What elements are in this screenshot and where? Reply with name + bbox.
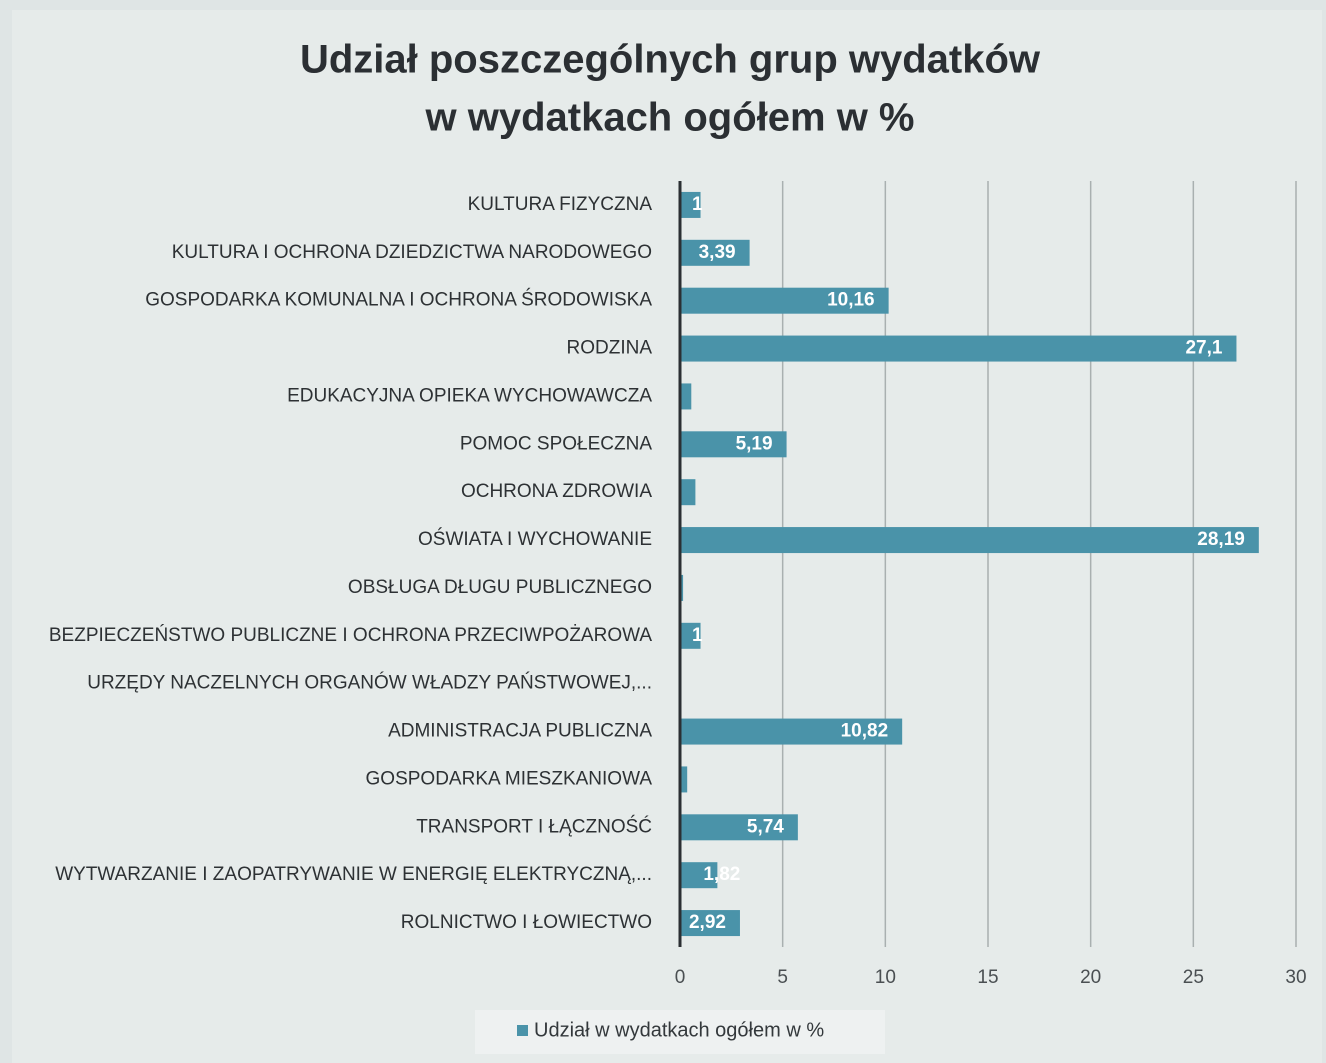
bar xyxy=(680,239,750,266)
bar xyxy=(680,766,688,793)
y-tick-label: ADMINISTRACJA PUBLICZNA xyxy=(388,721,652,742)
x-tick-label: 5 xyxy=(777,967,788,988)
bar xyxy=(680,287,889,314)
bar xyxy=(680,383,692,410)
y-tick-label: OŚWIATA I WYCHOWANIE xyxy=(418,528,652,550)
x-tick-label: 25 xyxy=(1183,967,1204,988)
legend-label: Udział w wydatkach ogółem w % xyxy=(534,1019,824,1041)
chart-title: Udział poszczególnych grup wydatków xyxy=(300,38,1041,82)
y-tick-label: TRANSPORT I ŁĄCZNOŚĆ xyxy=(416,815,652,837)
y-tick-label: ROLNICTWO I ŁOWIECTWO xyxy=(401,912,652,933)
y-tick-label: KULTURA FIZYCZNA xyxy=(468,194,653,215)
data-label: 1 xyxy=(692,194,703,215)
y-tick-label: KULTURA I OCHRONA DZIEDZICTWA NARODOWEGO xyxy=(172,242,652,263)
y-tick-label: POMOC SPOŁECZNA xyxy=(460,433,652,454)
legend-box xyxy=(475,1010,885,1054)
bar xyxy=(680,335,1237,362)
y-tick-label: RODZINA xyxy=(567,338,653,359)
data-label: 5,74 xyxy=(747,816,784,837)
y-tick-label: BEZPIECZEŃSTWO PUBLICZNE I OCHRONA PRZEC… xyxy=(49,625,652,646)
bar xyxy=(680,574,684,601)
x-tick-label: 15 xyxy=(977,967,998,988)
y-tick-label: OBSŁUGA DŁUGU PUBLICZNEGO xyxy=(348,577,652,598)
bar xyxy=(680,527,1259,554)
data-label: 1 xyxy=(692,625,703,646)
data-label: 28,19 xyxy=(1197,529,1245,550)
bar xyxy=(680,191,701,218)
bar xyxy=(680,622,701,649)
bar xyxy=(680,814,798,841)
bar xyxy=(680,910,740,937)
y-tick-label: OCHRONA ZDROWIA xyxy=(461,481,652,502)
data-label: 10,16 xyxy=(827,290,875,311)
data-label: 10,82 xyxy=(841,721,889,742)
bar xyxy=(680,479,696,506)
bar xyxy=(680,718,903,745)
y-tick-label: GOSPODARKA MIESZKANIOWA xyxy=(366,768,653,789)
data-label: 5,19 xyxy=(736,433,773,454)
y-tick-label: GOSPODARKA KOMUNALNA I OCHRONA ŚRODOWISK… xyxy=(145,289,652,311)
data-label: 3,39 xyxy=(699,242,736,263)
x-tick-label: 10 xyxy=(875,967,896,988)
data-label: 27,1 xyxy=(1185,338,1222,359)
y-tick-label: WYTWARZANIE I ZAOPATRYWANIE W ENERGIĘ EL… xyxy=(55,864,652,885)
data-label: 2,92 xyxy=(689,912,726,933)
y-tick-label: URZĘDY NACZELNYCH ORGANÓW WŁADZY PAŃSTWO… xyxy=(87,672,652,694)
data-label: 1,82 xyxy=(703,864,740,885)
x-tick-label: 30 xyxy=(1285,967,1306,988)
legend-swatch xyxy=(517,1025,528,1036)
bar xyxy=(680,431,787,458)
chart-title: w wydatkach ogółem w % xyxy=(424,96,914,140)
y-tick-label: EDUKACYJNA OPIEKA WYCHOWAWCZA xyxy=(287,385,652,406)
x-tick-label: 20 xyxy=(1080,967,1101,988)
bar xyxy=(680,862,718,889)
x-tick-label: 0 xyxy=(675,967,686,988)
